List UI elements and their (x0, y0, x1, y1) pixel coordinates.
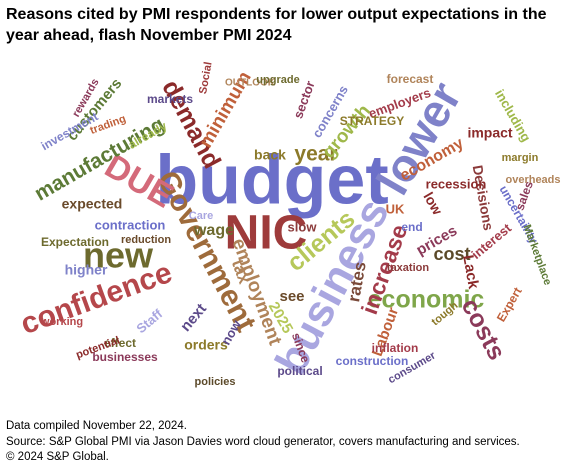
note: Data compiled November 22, 2024. (6, 420, 187, 432)
cloud-word: next (177, 300, 210, 335)
cloud-word: impact (467, 125, 512, 141)
cloud-word: expected (62, 196, 123, 212)
cloud-word: inflation (372, 341, 419, 355)
cloud-word: economic (368, 286, 485, 314)
cloud-word: Social (197, 61, 214, 95)
cloud-word: taxation (387, 262, 429, 274)
cloud-word: NIC (225, 207, 308, 260)
cloud-word: working (40, 316, 83, 328)
cloud-word: contraction (95, 217, 166, 232)
cloud-word: Lack (459, 254, 482, 291)
cloud-word: wage (193, 222, 234, 239)
cloud-word: UK (386, 201, 405, 216)
cloud-word: see (279, 288, 304, 305)
cloud-word: Expectation (41, 235, 109, 249)
cloud-word: low (420, 189, 446, 217)
cloud-word: higher (65, 262, 108, 278)
cloud-word: effect (104, 336, 136, 350)
cloud-word: policies (195, 376, 236, 388)
cloud-word: back (254, 147, 286, 163)
cloud-word: upgrade (256, 74, 299, 86)
cloud-word: margin (502, 152, 539, 164)
cloud-word: forecast (387, 72, 434, 86)
cloud-word: slow (288, 219, 318, 234)
cloud-word: reduction (121, 234, 171, 246)
cloud-word: OUTLOOK (225, 78, 276, 89)
cloud-word: construction (336, 354, 409, 368)
cloud-word: Staff (133, 306, 165, 336)
cloud-word: orders (184, 337, 228, 353)
cloud-word: recession (426, 176, 487, 191)
chart-title: Reasons cited by PMI respondents for low… (6, 6, 547, 44)
cloud-word: overheads (505, 174, 560, 186)
cloud-word: new (83, 235, 154, 276)
cloud-word: year (294, 143, 337, 166)
note: Source: S&P Global PMI via Jason Davies … (6, 435, 520, 448)
cloud-word: budget (155, 140, 388, 218)
cloud-word: political (277, 364, 322, 378)
cloud-word: markets (147, 92, 193, 106)
cloud-word: end (401, 220, 422, 234)
cloud-word: Care (189, 210, 213, 222)
cloud-word: cost (433, 244, 470, 264)
cloud-word: Decisions (470, 164, 497, 232)
cloud-word: businesses (92, 350, 158, 364)
cloud-word: STRATEGY (340, 114, 404, 128)
notes: Data compiled November 22, 2024. Source:… (6, 419, 520, 466)
cloud-word: Expert (494, 285, 525, 324)
note: © 2024 S&P Global. (6, 451, 109, 463)
